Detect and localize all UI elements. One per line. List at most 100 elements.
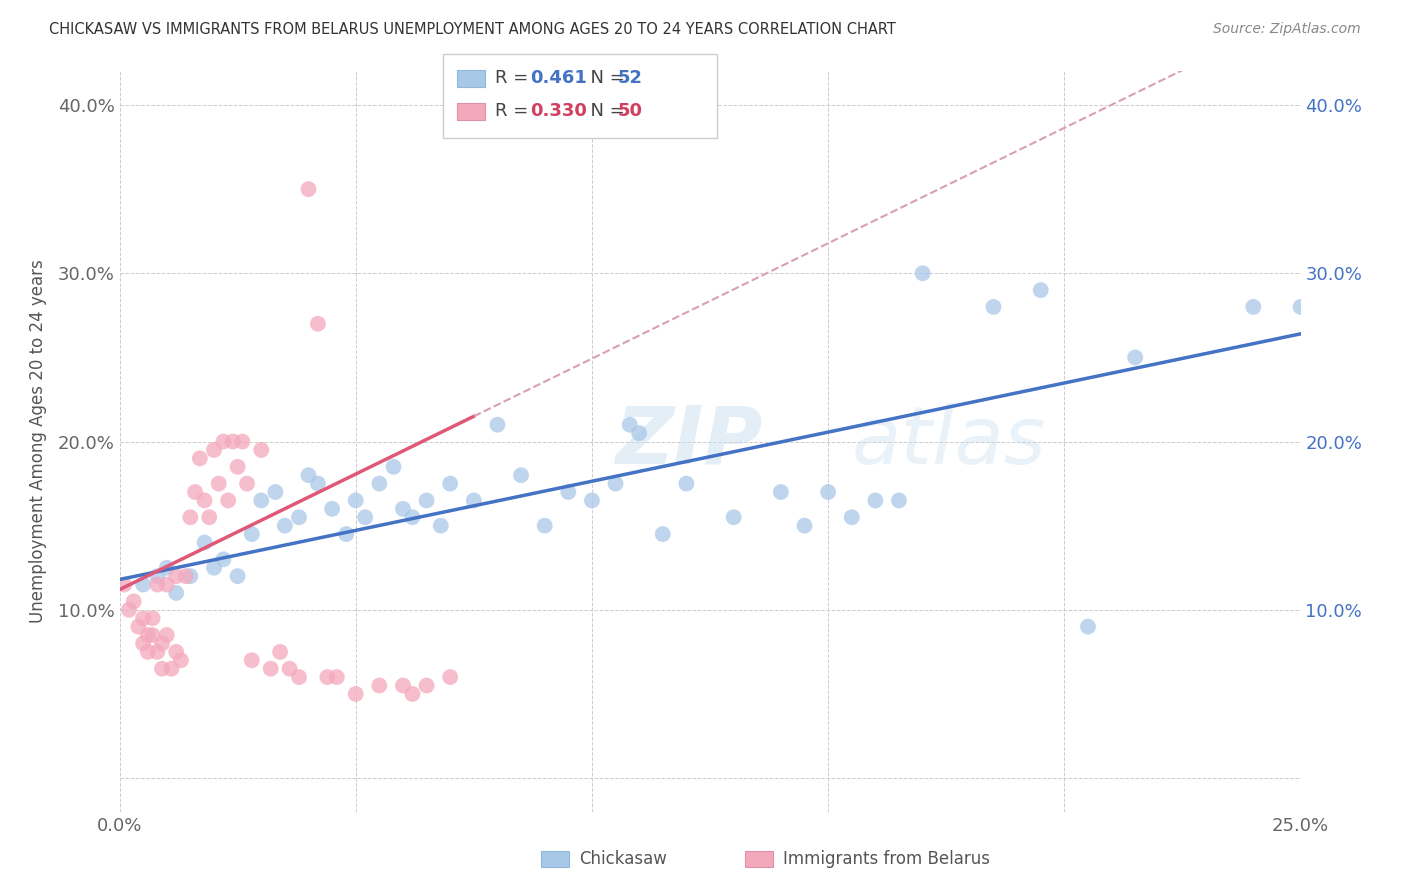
Point bbox=[208, 476, 231, 491]
Point bbox=[382, 459, 405, 474]
Point bbox=[156, 628, 179, 642]
Point bbox=[581, 493, 603, 508]
Point bbox=[226, 459, 249, 474]
Point bbox=[202, 560, 225, 574]
Point bbox=[557, 485, 579, 500]
Point bbox=[146, 645, 169, 659]
Point bbox=[226, 569, 249, 583]
Point bbox=[463, 493, 485, 508]
Point bbox=[865, 493, 887, 508]
Point bbox=[165, 569, 187, 583]
Point bbox=[983, 300, 1005, 314]
Point bbox=[510, 468, 533, 483]
Point bbox=[1289, 300, 1312, 314]
Point bbox=[240, 653, 263, 667]
Point bbox=[675, 476, 697, 491]
Point bbox=[401, 510, 423, 524]
Point bbox=[911, 266, 934, 280]
Point bbox=[193, 493, 215, 508]
Point bbox=[354, 510, 377, 524]
Point bbox=[1029, 283, 1052, 297]
Point bbox=[274, 518, 297, 533]
Point bbox=[170, 653, 193, 667]
Point bbox=[122, 594, 145, 608]
Text: R =: R = bbox=[495, 70, 534, 87]
Point bbox=[344, 687, 367, 701]
Point bbox=[142, 611, 165, 625]
Point bbox=[316, 670, 339, 684]
Point bbox=[136, 645, 159, 659]
Point bbox=[628, 426, 651, 441]
Point bbox=[429, 518, 451, 533]
Text: atlas: atlas bbox=[852, 402, 1046, 481]
Point bbox=[160, 662, 183, 676]
Point bbox=[887, 493, 910, 508]
Point bbox=[264, 485, 287, 500]
Point bbox=[240, 527, 263, 541]
Text: Source: ZipAtlas.com: Source: ZipAtlas.com bbox=[1213, 22, 1361, 37]
Point bbox=[198, 510, 221, 524]
Point bbox=[231, 434, 253, 449]
Point bbox=[156, 577, 179, 591]
Point bbox=[269, 645, 291, 659]
Point bbox=[184, 485, 207, 500]
Text: R =: R = bbox=[495, 103, 534, 120]
Point bbox=[439, 476, 461, 491]
Point bbox=[401, 687, 423, 701]
Y-axis label: Unemployment Among Ages 20 to 24 years: Unemployment Among Ages 20 to 24 years bbox=[28, 260, 46, 624]
Point bbox=[769, 485, 792, 500]
Point bbox=[415, 493, 437, 508]
Point bbox=[150, 662, 173, 676]
Point bbox=[132, 636, 155, 650]
Point bbox=[260, 662, 283, 676]
Point bbox=[142, 628, 165, 642]
Text: N =: N = bbox=[579, 103, 631, 120]
Point bbox=[326, 670, 349, 684]
Text: CHICKASAW VS IMMIGRANTS FROM BELARUS UNEMPLOYMENT AMONG AGES 20 TO 24 YEARS CORR: CHICKASAW VS IMMIGRANTS FROM BELARUS UNE… bbox=[49, 22, 896, 37]
Point bbox=[619, 417, 641, 432]
Point bbox=[193, 535, 215, 549]
Point bbox=[1077, 619, 1099, 633]
Point bbox=[486, 417, 509, 432]
Point bbox=[250, 442, 273, 457]
Point bbox=[165, 586, 187, 600]
Point bbox=[217, 493, 239, 508]
Point bbox=[212, 552, 235, 566]
Text: Chickasaw: Chickasaw bbox=[579, 850, 668, 868]
Point bbox=[1241, 300, 1264, 314]
Point bbox=[132, 611, 155, 625]
Point bbox=[202, 442, 225, 457]
Text: 52: 52 bbox=[617, 70, 643, 87]
Point bbox=[344, 493, 367, 508]
Point bbox=[118, 603, 141, 617]
Point bbox=[307, 476, 329, 491]
Point bbox=[793, 518, 815, 533]
Point bbox=[236, 476, 259, 491]
Point bbox=[212, 434, 235, 449]
Point bbox=[188, 451, 211, 466]
Text: 50: 50 bbox=[617, 103, 643, 120]
Text: N =: N = bbox=[579, 70, 631, 87]
Point bbox=[288, 510, 311, 524]
Point bbox=[165, 645, 187, 659]
Point bbox=[368, 679, 391, 693]
Point bbox=[132, 577, 155, 591]
Point bbox=[278, 662, 301, 676]
Point bbox=[179, 510, 201, 524]
Point bbox=[222, 434, 245, 449]
Point bbox=[817, 485, 839, 500]
Text: ZIP: ZIP bbox=[616, 402, 763, 481]
Point bbox=[1123, 351, 1146, 365]
Point bbox=[250, 493, 273, 508]
Point bbox=[307, 317, 329, 331]
Point bbox=[368, 476, 391, 491]
Point bbox=[112, 577, 135, 591]
Text: Immigrants from Belarus: Immigrants from Belarus bbox=[783, 850, 990, 868]
Point bbox=[136, 628, 159, 642]
Point bbox=[150, 636, 173, 650]
Point bbox=[321, 501, 343, 516]
Point bbox=[297, 182, 319, 196]
Text: 0.330: 0.330 bbox=[530, 103, 586, 120]
Point bbox=[415, 679, 437, 693]
Point bbox=[605, 476, 627, 491]
